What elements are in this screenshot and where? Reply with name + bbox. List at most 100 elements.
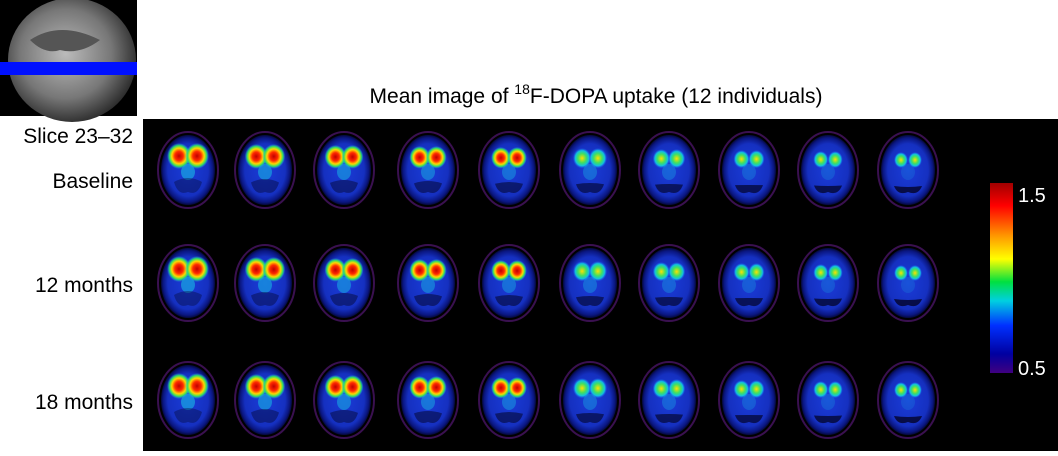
ventricle bbox=[174, 178, 202, 193]
ventricle bbox=[495, 182, 523, 193]
brain-image bbox=[559, 131, 621, 209]
striatum bbox=[668, 149, 686, 169]
colorbar bbox=[990, 183, 1013, 373]
striatum bbox=[507, 147, 527, 169]
ventricle bbox=[576, 413, 604, 424]
ventricle bbox=[814, 298, 842, 307]
brain-image bbox=[397, 244, 459, 322]
mri-thumbnail bbox=[0, 0, 137, 122]
brain-image bbox=[559, 244, 621, 322]
midbrain bbox=[421, 394, 435, 410]
brain-tissue bbox=[881, 248, 935, 318]
mri-head bbox=[8, 0, 136, 122]
ventricle bbox=[414, 294, 442, 306]
brain-outline bbox=[718, 131, 780, 209]
striatum bbox=[813, 264, 829, 282]
brain-outline bbox=[313, 244, 375, 322]
brain-image bbox=[797, 361, 859, 439]
striatum bbox=[491, 377, 511, 399]
striatum bbox=[894, 152, 908, 168]
brain-image bbox=[234, 244, 296, 322]
striatum bbox=[185, 256, 209, 282]
striatum bbox=[668, 262, 686, 282]
striatum bbox=[426, 376, 447, 399]
ventricle bbox=[894, 299, 922, 307]
striatum bbox=[827, 151, 843, 169]
striatum bbox=[324, 375, 347, 399]
brain-image bbox=[478, 361, 540, 439]
striatum bbox=[341, 145, 364, 169]
striatum bbox=[409, 259, 430, 282]
striatum bbox=[588, 261, 608, 282]
ventricle bbox=[251, 409, 279, 423]
striatum bbox=[324, 258, 347, 282]
brain-image bbox=[478, 244, 540, 322]
striatum bbox=[572, 261, 592, 282]
brain-image bbox=[478, 131, 540, 209]
striatum bbox=[813, 381, 829, 399]
striatum bbox=[894, 382, 908, 398]
brain-image bbox=[638, 131, 700, 209]
brain-outline bbox=[234, 131, 296, 209]
brain-outline bbox=[559, 244, 621, 322]
midbrain bbox=[258, 164, 272, 180]
brain-outline bbox=[397, 361, 459, 439]
mri-ventricle bbox=[30, 30, 100, 52]
row-label: 18 months bbox=[35, 391, 133, 414]
striatum bbox=[827, 264, 843, 282]
ventricle bbox=[735, 298, 763, 307]
title-superscript: 18 bbox=[514, 81, 530, 97]
brain-outline bbox=[157, 244, 219, 322]
striatum bbox=[324, 145, 347, 169]
brain-image bbox=[797, 131, 859, 209]
striatum bbox=[426, 259, 447, 282]
striatum bbox=[341, 375, 364, 399]
ventricle bbox=[735, 415, 763, 424]
ventricle bbox=[655, 414, 683, 424]
striatum bbox=[409, 376, 430, 399]
brain-outline bbox=[397, 244, 459, 322]
striatum bbox=[813, 151, 829, 169]
ventricle bbox=[735, 185, 763, 194]
brain-image bbox=[877, 361, 939, 439]
ventricle bbox=[576, 183, 604, 194]
brain-image bbox=[157, 131, 219, 209]
brain-image bbox=[718, 361, 780, 439]
brain-tissue bbox=[801, 248, 855, 318]
striatum bbox=[894, 265, 908, 281]
brain-outline bbox=[877, 244, 939, 322]
midbrain bbox=[337, 277, 351, 293]
brain-outline bbox=[797, 131, 859, 209]
brain-outline bbox=[797, 244, 859, 322]
brain-outline bbox=[157, 131, 219, 209]
brain-image bbox=[157, 361, 219, 439]
striatum bbox=[733, 150, 750, 169]
midbrain bbox=[662, 277, 676, 293]
striatum bbox=[167, 143, 191, 169]
brain-image bbox=[638, 361, 700, 439]
ventricle bbox=[576, 296, 604, 307]
ventricle bbox=[894, 186, 922, 194]
striatum bbox=[262, 257, 286, 282]
brain-image bbox=[313, 131, 375, 209]
brain-image bbox=[157, 244, 219, 322]
midbrain bbox=[421, 164, 435, 180]
striatum bbox=[733, 263, 750, 282]
brain-image bbox=[234, 131, 296, 209]
striatum bbox=[426, 146, 447, 169]
brain-outline bbox=[478, 131, 540, 209]
ventricle bbox=[330, 180, 358, 193]
ventricle bbox=[251, 179, 279, 193]
striatum bbox=[244, 144, 268, 169]
ventricle bbox=[414, 411, 442, 423]
brain-outline bbox=[234, 244, 296, 322]
brain-tissue bbox=[881, 365, 935, 435]
striatum bbox=[652, 149, 670, 169]
brain-image bbox=[313, 361, 375, 439]
striatum bbox=[652, 262, 670, 282]
brain-outline bbox=[478, 244, 540, 322]
brain-image bbox=[397, 361, 459, 439]
figure-title: Mean image of 18F-DOPA uptake (12 indivi… bbox=[370, 81, 823, 108]
midbrain bbox=[662, 394, 676, 410]
brain-image bbox=[397, 131, 459, 209]
